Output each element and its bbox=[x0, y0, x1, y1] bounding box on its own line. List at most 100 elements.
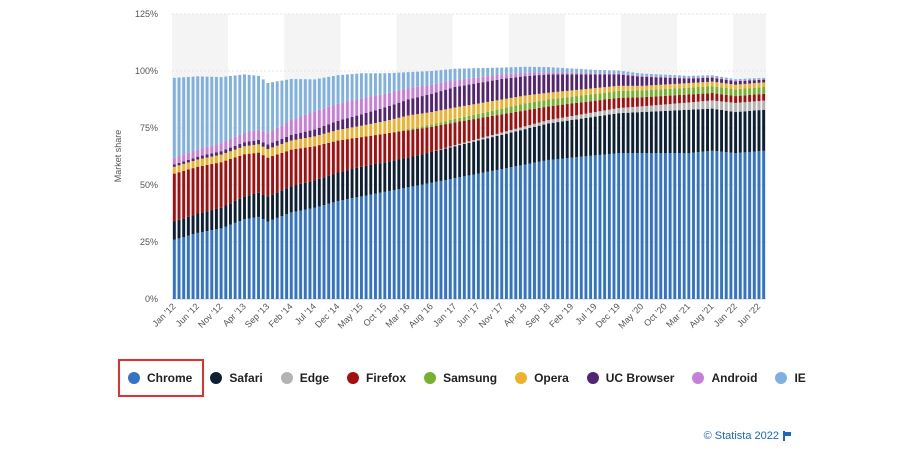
bar-segment-firefox[interactable] bbox=[715, 93, 719, 101]
bar-segment-edge[interactable] bbox=[710, 100, 714, 109]
bar-segment-opera[interactable] bbox=[172, 166, 176, 174]
bar-segment-chrome[interactable] bbox=[762, 150, 766, 299]
bar-segment-uc-browser[interactable] bbox=[514, 77, 518, 98]
bar-segment-android[interactable] bbox=[504, 74, 508, 79]
bar-segment-android[interactable] bbox=[612, 73, 616, 75]
bar-segment-safari[interactable] bbox=[219, 207, 223, 229]
bar-segment-opera[interactable] bbox=[467, 105, 471, 116]
bar-segment-uc-browser[interactable] bbox=[729, 80, 733, 85]
bar-segment-chrome[interactable] bbox=[547, 159, 550, 299]
bar-segment-ie[interactable] bbox=[748, 78, 752, 80]
bar-segment-android[interactable] bbox=[570, 72, 574, 75]
bar-segment-edge[interactable] bbox=[720, 101, 724, 110]
bar-segment-chrome[interactable] bbox=[659, 153, 663, 299]
bar-segment-uc-browser[interactable] bbox=[261, 142, 265, 147]
bar-segment-opera[interactable] bbox=[472, 104, 476, 115]
bar-segment-edge[interactable] bbox=[584, 113, 588, 118]
bar-segment-safari[interactable] bbox=[275, 192, 279, 218]
bar-segment-uc-browser[interactable] bbox=[359, 114, 363, 126]
bar-segment-firefox[interactable] bbox=[710, 93, 714, 101]
bar-segment-opera[interactable] bbox=[570, 90, 574, 97]
bar-segment-safari[interactable] bbox=[663, 110, 667, 154]
bar-segment-chrome[interactable] bbox=[551, 159, 555, 299]
bar-segment-opera[interactable] bbox=[504, 98, 508, 108]
bar-segment-opera[interactable] bbox=[308, 137, 312, 147]
bar-segment-edge[interactable] bbox=[617, 108, 621, 114]
bar-segment-safari[interactable] bbox=[659, 111, 663, 154]
bar-segment-edge[interactable] bbox=[715, 100, 719, 110]
bar-segment-safari[interactable] bbox=[481, 139, 485, 173]
bar-segment-safari[interactable] bbox=[434, 150, 438, 182]
bar-segment-firefox[interactable] bbox=[579, 102, 583, 115]
bar-segment-chrome[interactable] bbox=[715, 151, 719, 299]
bar-segment-firefox[interactable] bbox=[706, 93, 709, 101]
bar-segment-firefox[interactable] bbox=[275, 154, 279, 193]
bar-segment-firefox[interactable] bbox=[219, 162, 223, 208]
bar-segment-safari[interactable] bbox=[757, 110, 761, 152]
bar-segment-uc-browser[interactable] bbox=[364, 112, 368, 125]
bar-segment-edge[interactable] bbox=[640, 106, 644, 113]
bar-segment-uc-browser[interactable] bbox=[743, 80, 747, 84]
bar-segment-safari[interactable] bbox=[551, 122, 555, 160]
bar-segment-chrome[interactable] bbox=[500, 169, 504, 299]
bar-segment-ie[interactable] bbox=[556, 67, 560, 73]
bar-segment-ie[interactable] bbox=[617, 70, 621, 74]
bar-segment-safari[interactable] bbox=[556, 122, 560, 160]
bar-segment-opera[interactable] bbox=[219, 154, 223, 163]
bar-segment-ie[interactable] bbox=[364, 73, 368, 98]
bar-segment-android[interactable] bbox=[631, 74, 635, 76]
bar-segment-edge[interactable] bbox=[472, 140, 476, 142]
bar-segment-firefox[interactable] bbox=[678, 95, 681, 104]
bar-segment-ie[interactable] bbox=[374, 73, 377, 96]
bar-segment-edge[interactable] bbox=[724, 101, 728, 111]
bar-segment-chrome[interactable] bbox=[224, 226, 228, 300]
bar-segment-uc-browser[interactable] bbox=[579, 74, 583, 90]
bar-segment-opera[interactable] bbox=[327, 132, 331, 143]
bar-segment-chrome[interactable] bbox=[589, 155, 593, 299]
bar-segment-opera[interactable] bbox=[589, 88, 593, 95]
bar-segment-opera[interactable] bbox=[462, 105, 466, 117]
bar-segment-opera[interactable] bbox=[369, 123, 373, 136]
bar-segment-opera[interactable] bbox=[621, 85, 625, 91]
bar-segment-ie[interactable] bbox=[420, 71, 424, 87]
bar-segment-ie[interactable] bbox=[762, 77, 766, 79]
bar-segment-android[interactable] bbox=[294, 118, 298, 134]
bar-segment-opera[interactable] bbox=[598, 87, 602, 94]
bar-segment-firefox[interactable] bbox=[345, 139, 349, 171]
bar-segment-chrome[interactable] bbox=[257, 216, 260, 299]
bar-segment-safari[interactable] bbox=[303, 182, 307, 210]
bar-segment-chrome[interactable] bbox=[565, 158, 569, 299]
bar-segment-safari[interactable] bbox=[261, 194, 265, 220]
bar-segment-firefox[interactable] bbox=[200, 165, 204, 213]
bar-segment-uc-browser[interactable] bbox=[467, 84, 471, 106]
bar-segment-uc-browser[interactable] bbox=[734, 81, 738, 85]
bar-segment-samsung[interactable] bbox=[495, 109, 499, 116]
bar-segment-edge[interactable] bbox=[645, 105, 649, 112]
bar-segment-safari[interactable] bbox=[336, 172, 340, 201]
bar-segment-uc-browser[interactable] bbox=[500, 78, 504, 100]
bar-segment-opera[interactable] bbox=[565, 90, 569, 98]
bar-segment-safari[interactable] bbox=[724, 110, 728, 153]
bar-segment-uc-browser[interactable] bbox=[186, 159, 190, 163]
bar-segment-safari[interactable] bbox=[476, 140, 480, 174]
bar-segment-samsung[interactable] bbox=[621, 90, 625, 98]
bar-segment-samsung[interactable] bbox=[603, 92, 607, 100]
bar-segment-uc-browser[interactable] bbox=[205, 154, 209, 158]
bar-segment-opera[interactable] bbox=[406, 115, 410, 130]
bar-segment-ie[interactable] bbox=[345, 74, 349, 102]
bar-segment-opera[interactable] bbox=[247, 145, 251, 154]
bar-segment-samsung[interactable] bbox=[673, 88, 677, 96]
bar-segment-opera[interactable] bbox=[603, 87, 607, 93]
bar-segment-samsung[interactable] bbox=[593, 93, 597, 101]
bar-segment-uc-browser[interactable] bbox=[481, 82, 485, 103]
bar-segment-samsung[interactable] bbox=[490, 110, 494, 116]
bar-segment-firefox[interactable] bbox=[547, 106, 550, 121]
bar-segment-edge[interactable] bbox=[734, 102, 738, 113]
bar-segment-ie[interactable] bbox=[649, 73, 653, 77]
bar-segment-uc-browser[interactable] bbox=[229, 147, 232, 152]
bar-segment-uc-browser[interactable] bbox=[589, 74, 593, 89]
bar-segment-edge[interactable] bbox=[687, 102, 691, 110]
bar-segment-chrome[interactable] bbox=[486, 171, 490, 299]
bar-segment-opera[interactable] bbox=[490, 101, 494, 111]
bar-segment-firefox[interactable] bbox=[762, 93, 766, 101]
